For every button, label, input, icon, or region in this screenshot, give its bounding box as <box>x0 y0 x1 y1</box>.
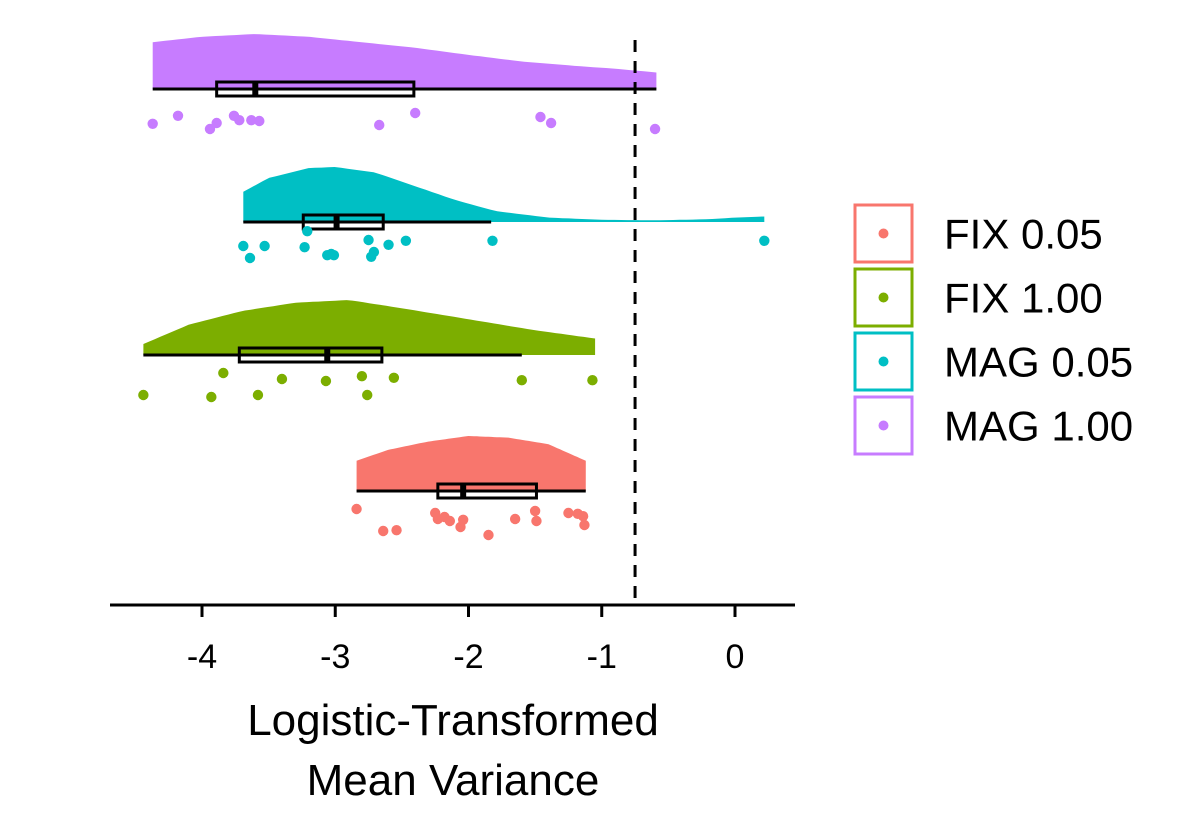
data-point-mag-1-00 <box>374 119 385 131</box>
data-point-fix-1-00 <box>138 389 149 401</box>
data-point-mag-0-05 <box>328 250 340 261</box>
legend-label-fix-1-00: FIX 1.00 <box>944 275 1103 322</box>
box-mag-1-00 <box>215 80 416 98</box>
data-point-fix-0-05 <box>444 515 456 527</box>
data-point-mag-1-00 <box>254 115 265 127</box>
data-point-mag-0-05 <box>400 235 412 246</box>
data-point-fix-0-05 <box>457 514 469 525</box>
x-tick-label: -3 <box>320 638 350 676</box>
x-tick-label: -2 <box>453 638 483 676</box>
box-fix-1-00 <box>237 346 384 364</box>
data-point-mag-1-00 <box>211 117 222 129</box>
legend-label-fix-0-05: FIX 0.05 <box>944 211 1103 258</box>
density-cloud-mag-0-05 <box>243 167 765 222</box>
data-point-fix-0-05 <box>391 525 402 536</box>
plot-area <box>138 34 770 605</box>
data-point-mag-0-05 <box>259 240 270 252</box>
data-point-mag-1-00 <box>410 107 421 119</box>
legend-label-mag-1-00: MAG 1.00 <box>944 403 1133 450</box>
data-point-fix-1-00 <box>276 373 288 385</box>
legend-dot-mag-0-05 <box>878 356 889 367</box>
data-point-mag-1-00 <box>147 118 158 129</box>
data-point-fix-0-05 <box>378 525 389 537</box>
x-tick-label: -1 <box>587 638 617 676</box>
data-point-mag-0-05 <box>244 252 256 264</box>
data-point-mag-0-05 <box>759 235 770 246</box>
data-point-mag-1-00 <box>234 115 245 126</box>
legend-label-mag-0-05: MAG 0.05 <box>944 339 1133 386</box>
density-cloud-fix-0-05 <box>356 436 586 491</box>
data-point-fix-0-05 <box>579 519 590 531</box>
data-point-fix-1-00 <box>252 389 264 401</box>
data-point-fix-1-00 <box>206 391 217 403</box>
data-point-mag-1-00 <box>246 115 257 126</box>
data-point-fix-0-05 <box>577 511 589 522</box>
box-mag-0-05 <box>301 213 385 231</box>
density-cloud-mag-1-00 <box>152 34 657 89</box>
x-axis-title-line-2: Mean Variance <box>307 756 600 805</box>
legend-dot-mag-1-00 <box>878 420 889 431</box>
legend-dot-fix-1-00 <box>878 292 889 303</box>
data-point-fix-1-00 <box>218 367 229 379</box>
data-point-fix-1-00 <box>516 375 527 386</box>
data-point-mag-1-00 <box>545 117 557 129</box>
data-point-fix-0-05 <box>509 513 521 525</box>
data-point-mag-0-05 <box>383 239 394 250</box>
data-point-mag-0-05 <box>487 235 498 246</box>
data-point-fix-1-00 <box>388 372 400 383</box>
data-point-fix-1-00 <box>356 371 368 382</box>
data-point-mag-1-00 <box>535 111 546 123</box>
data-point-fix-0-05 <box>563 507 574 519</box>
box-fix-0-05 <box>436 482 538 500</box>
x-axis-ticks: -4 -3 -2 -1 0 <box>187 605 745 676</box>
data-point-mag-0-05 <box>363 234 374 246</box>
data-point-fix-1-00 <box>320 375 332 387</box>
data-point-fix-1-00 <box>587 375 598 386</box>
data-point-mag-1-00 <box>649 123 661 135</box>
data-point-mag-0-05 <box>299 242 310 253</box>
data-point-fix-1-00 <box>362 389 373 401</box>
data-point-mag-0-05 <box>302 226 313 237</box>
data-point-fix-0-05 <box>529 505 541 517</box>
data-point-mag-1-00 <box>172 110 184 122</box>
x-tick-label: 0 <box>726 638 745 676</box>
data-point-fix-0-05 <box>351 503 362 515</box>
data-point-mag-0-05 <box>368 246 380 258</box>
legend: FIX 0.05 FIX 1.00 MAG 0.05 MAG 1.00 <box>853 203 1133 456</box>
x-tick-label: -4 <box>187 638 217 676</box>
density-cloud-fix-1-00 <box>143 300 596 355</box>
legend-dot-fix-0-05 <box>878 228 889 239</box>
data-point-fix-0-05 <box>531 515 542 527</box>
data-point-mag-0-05 <box>238 240 249 252</box>
data-point-mag-1-00 <box>204 123 216 135</box>
data-point-fix-0-05 <box>483 529 494 541</box>
x-axis-title-line-1: Logistic-Transformed <box>247 696 659 745</box>
